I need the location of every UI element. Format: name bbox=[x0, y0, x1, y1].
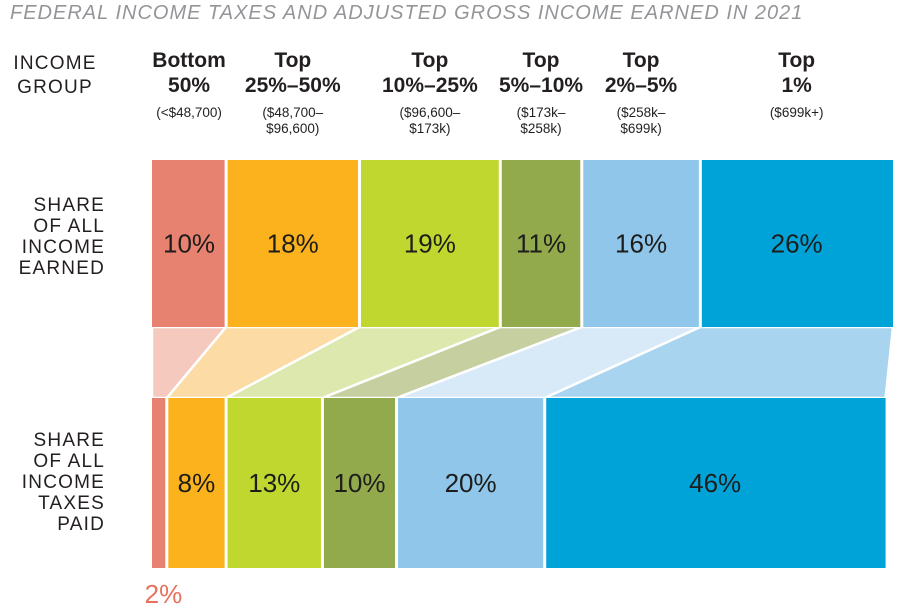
column-header-range: ($258k– $699k) bbox=[616, 105, 666, 136]
column-header-name: Bottom 50% bbox=[152, 49, 226, 97]
income-earned-segment-5 bbox=[701, 160, 893, 327]
column-header-3: Top 5%–10% ($173k– $258k) bbox=[466, 48, 616, 137]
income-share-value-4: 16% bbox=[615, 229, 667, 259]
column-header-name: Top 25%–50% bbox=[244, 49, 341, 97]
taxes-paid-segment-3 bbox=[323, 398, 396, 568]
column-header-0: Bottom 50% (<$48,700) bbox=[114, 48, 264, 121]
column-header-range: ($699k+) bbox=[769, 105, 824, 120]
column-header-4: Top 2%–5% ($258k– $699k) bbox=[566, 48, 716, 137]
column-header-name: Top 1% bbox=[778, 49, 816, 97]
income-earned-segment-4 bbox=[583, 160, 699, 327]
taxes-paid-segment-4 bbox=[398, 398, 544, 568]
taxes-paid-segment-1 bbox=[168, 398, 225, 568]
income-share-value-0: 10% bbox=[163, 229, 215, 259]
income-share-value-2: 19% bbox=[404, 229, 456, 259]
column-header-name: Top 5%–10% bbox=[498, 49, 584, 97]
income-share-value-1: 18% bbox=[267, 229, 319, 259]
column-header-range: ($48,700– $96,600) bbox=[262, 105, 324, 136]
column-header-1: Top 25%–50% ($48,700– $96,600) bbox=[218, 48, 368, 137]
row-label-taxes-paid: SHARE OF ALL INCOME TAXES PAID bbox=[21, 430, 105, 535]
column-header-name: Top 10%–25% bbox=[382, 49, 478, 97]
income-earned-segment-1 bbox=[227, 160, 358, 327]
column-header-2: Top 10%–25% ($96,600– $173k) bbox=[355, 48, 505, 137]
chart-title: FEDERAL INCOME TAXES AND ADJUSTED GROSS … bbox=[10, 2, 804, 24]
tax-share-value-1: 8% bbox=[178, 468, 216, 498]
tax-share-value-4: 20% bbox=[445, 468, 497, 498]
income-earned-segment-3 bbox=[501, 160, 581, 327]
taxes-paid-segment-5 bbox=[546, 398, 886, 568]
tax-share-value-2: 13% bbox=[248, 468, 300, 498]
column-header-range: ($173k– $258k) bbox=[516, 105, 566, 136]
income-earned-segment-2 bbox=[360, 160, 499, 327]
column-header-range: (<$48,700) bbox=[156, 105, 222, 120]
taxes-paid-segment-2 bbox=[227, 398, 321, 568]
income-share-value-5: 26% bbox=[771, 229, 823, 259]
column-header-range: ($96,600– $173k) bbox=[399, 105, 461, 136]
tax-share-value-outside-0: 2% bbox=[145, 579, 183, 608]
income-group-label: INCOME GROUP bbox=[13, 53, 97, 98]
column-header-5: Top 1% ($699k+) bbox=[722, 48, 872, 121]
taxes-paid-segment-0 bbox=[152, 398, 166, 568]
income-earned-segment-0 bbox=[152, 160, 225, 327]
tax-share-value-3: 10% bbox=[333, 468, 385, 498]
row-label-income-earned: SHARE OF ALL INCOME EARNED bbox=[18, 195, 105, 279]
income-share-value-3: 11% bbox=[516, 229, 566, 259]
tax-share-value-5: 46% bbox=[689, 468, 741, 498]
column-header-name: Top 2%–5% bbox=[604, 49, 678, 97]
